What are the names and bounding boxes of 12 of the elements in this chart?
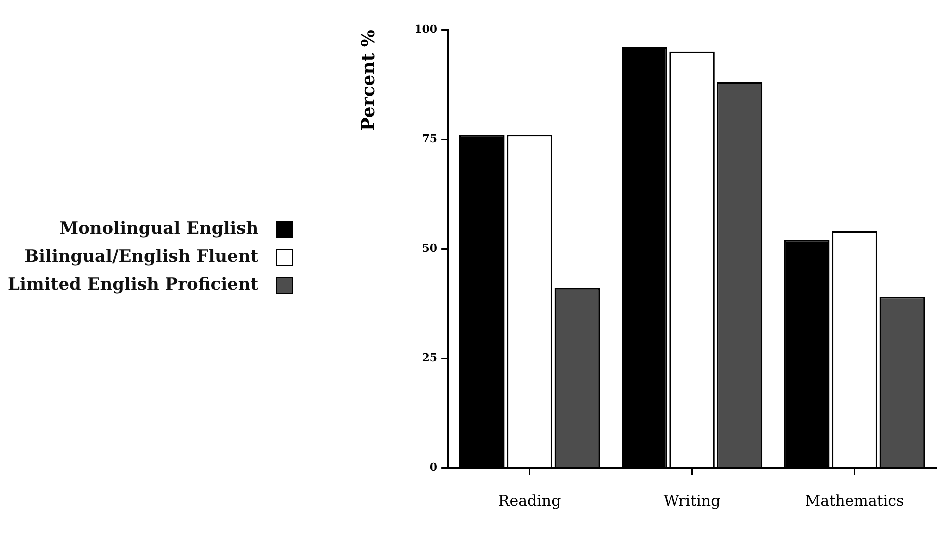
y-tick-label: 0: [430, 460, 438, 474]
legend-label: Limited English Proficient: [8, 275, 259, 295]
y-tick-label: 50: [422, 242, 438, 255]
legend-label: Monolingual English: [60, 219, 259, 239]
x-tick-label: Mathematics: [805, 492, 904, 510]
y-tick-label: 25: [422, 351, 438, 364]
y-axis-title: Percent %: [358, 30, 380, 132]
y-tick-label: 75: [422, 132, 438, 146]
y-tick-label: 100: [414, 22, 438, 36]
legend-label: Bilingual/English Fluent: [24, 247, 259, 267]
x-tick-label: Reading: [498, 492, 562, 510]
x-tick-label: Writing: [664, 492, 722, 510]
